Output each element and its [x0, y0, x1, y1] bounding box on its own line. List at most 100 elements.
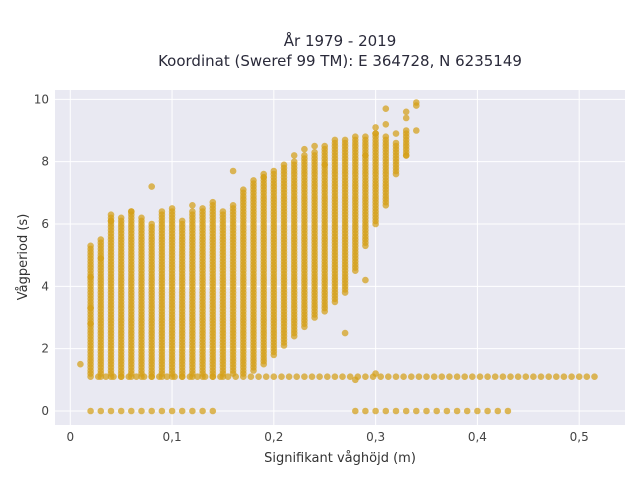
data-point: [209, 198, 217, 206]
data-point: [189, 202, 196, 209]
x-tick-label: 0: [66, 430, 74, 444]
x-tick-label: 0,2: [264, 430, 283, 444]
data-point: [107, 407, 115, 415]
data-point: [382, 105, 390, 112]
data-point: [591, 373, 598, 381]
data-point: [229, 202, 237, 209]
y-tick-label: 0: [41, 404, 49, 418]
data-point: [270, 167, 278, 175]
data-point: [392, 139, 400, 147]
data-point: [301, 373, 308, 381]
data-point: [232, 373, 239, 381]
data-point: [372, 407, 379, 415]
data-point: [560, 373, 568, 381]
data-point: [280, 161, 288, 169]
data-point: [301, 152, 308, 159]
data-point: [433, 407, 441, 415]
data-point: [117, 373, 125, 381]
data-point: [168, 205, 176, 212]
data-point: [415, 373, 423, 381]
data-point: [453, 407, 461, 415]
data-point: [178, 407, 186, 415]
y-tick-label: 10: [34, 92, 49, 106]
data-point: [331, 373, 339, 381]
data-point: [461, 373, 469, 381]
data-point: [209, 407, 217, 415]
data-point: [413, 407, 420, 415]
data-point: [362, 276, 369, 284]
data-point: [311, 149, 318, 156]
y-tick-label: 4: [41, 279, 49, 293]
data-point: [568, 373, 575, 381]
data-point: [117, 407, 125, 415]
data-point: [382, 121, 390, 128]
data-point: [463, 407, 471, 415]
data-point: [201, 373, 209, 381]
data-point: [158, 407, 166, 415]
data-point: [402, 152, 410, 159]
data-point: [377, 373, 385, 381]
data-point: [575, 373, 583, 381]
data-point: [453, 373, 461, 381]
data-point: [308, 373, 316, 381]
data-point: [522, 373, 530, 381]
data-point: [352, 133, 359, 140]
x-axis-label: Signifikant våghöjd (m): [264, 451, 416, 466]
data-point: [199, 205, 206, 212]
data-point: [324, 373, 331, 381]
data-point: [97, 254, 105, 262]
y-tick-label: 2: [41, 342, 49, 356]
data-point: [87, 320, 94, 328]
data-point: [499, 373, 507, 381]
data-point: [270, 373, 278, 381]
x-tick-label: 0,1: [163, 430, 182, 444]
data-point: [148, 183, 155, 190]
chart-title-line-1: År 1979 - 2019: [284, 31, 397, 50]
data-point: [484, 407, 491, 415]
data-point: [224, 373, 232, 381]
data-point: [537, 373, 545, 381]
data-point: [507, 373, 514, 381]
data-point: [446, 373, 453, 381]
data-point: [125, 373, 133, 381]
data-point: [402, 108, 410, 116]
data-point: [95, 373, 102, 381]
data-point: [87, 373, 94, 381]
data-point: [250, 177, 257, 184]
data-point: [290, 152, 298, 159]
data-point: [278, 373, 285, 381]
data-point: [97, 236, 105, 243]
data-point: [402, 127, 410, 134]
data-point: [87, 304, 94, 312]
data-point: [87, 273, 94, 281]
data-point: [140, 373, 148, 381]
data-point: [156, 373, 163, 381]
data-point: [199, 407, 206, 415]
data-point: [107, 217, 115, 225]
x-axis-ticks: 0 0,1 0,2 0,3 0,4 0,5: [66, 430, 588, 444]
data-point: [400, 373, 407, 381]
data-point: [189, 208, 196, 215]
data-point: [247, 373, 255, 381]
data-point: [494, 407, 502, 415]
data-point: [362, 133, 369, 140]
data-point: [217, 373, 224, 381]
data-point: [168, 407, 176, 415]
data-point: [341, 136, 349, 144]
data-point: [341, 329, 349, 337]
data-point: [402, 114, 410, 122]
data-point: [331, 136, 339, 144]
data-point: [372, 124, 379, 131]
data-point: [138, 214, 145, 222]
data-point: [316, 373, 323, 381]
data-point: [186, 373, 194, 381]
data-point: [178, 217, 186, 225]
data-point: [346, 373, 354, 381]
data-point: [117, 214, 125, 222]
data-point: [229, 167, 237, 175]
data-point: [362, 407, 369, 415]
data-point: [514, 373, 522, 381]
data-point: [423, 373, 430, 381]
data-point: [321, 161, 329, 169]
